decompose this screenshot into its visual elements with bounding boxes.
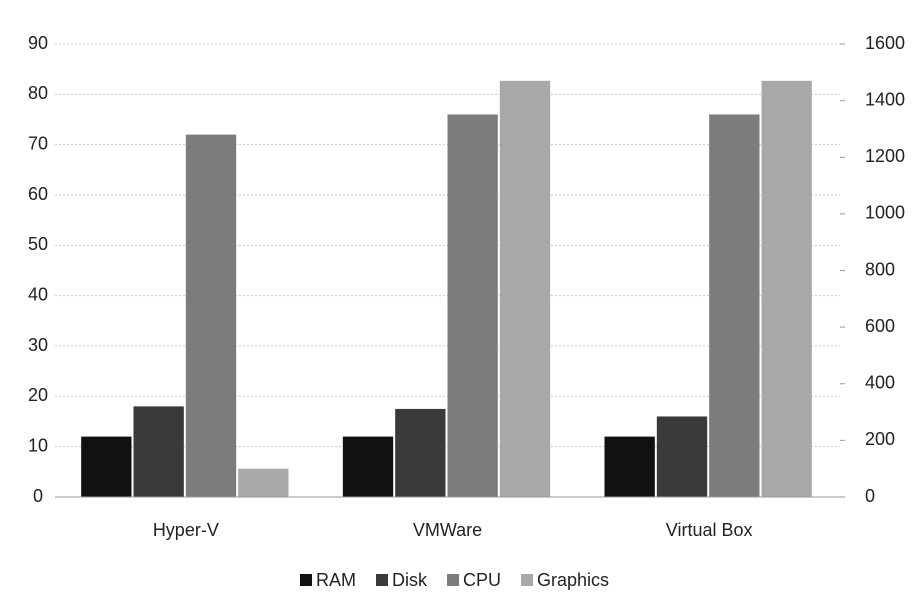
bar xyxy=(448,114,498,497)
y2-tick-label: 1400 xyxy=(865,89,905,109)
bar xyxy=(186,135,236,497)
bar xyxy=(709,114,759,497)
bar xyxy=(395,409,445,497)
y-tick-label: 0 xyxy=(33,486,43,506)
legend-label: Disk xyxy=(392,570,428,590)
bar xyxy=(238,469,288,497)
y2-tick-label: 1000 xyxy=(865,203,905,223)
y-tick-label: 30 xyxy=(28,335,48,355)
legend-swatch xyxy=(521,574,533,586)
y2-tick-label: 1600 xyxy=(865,33,905,53)
bar xyxy=(81,437,131,497)
bar xyxy=(134,406,184,497)
y-tick-label: 80 xyxy=(28,83,48,103)
legend-swatch xyxy=(447,574,459,586)
y2-tick-label: 600 xyxy=(865,316,895,336)
bar xyxy=(657,416,707,497)
bar xyxy=(605,437,655,497)
bar xyxy=(343,437,393,497)
bar xyxy=(500,81,550,497)
legend-label: Graphics xyxy=(537,570,609,590)
y-tick-label: 10 xyxy=(28,435,48,455)
page: {"chart_data": {"type": "bar", "categori… xyxy=(0,0,921,616)
y-tick-label: 70 xyxy=(28,133,48,153)
y-tick-label: 20 xyxy=(28,385,48,405)
legend-swatch xyxy=(300,574,312,586)
chart: 0 10 20 30 40 50 60 70 80 90 0 200 400 600 800 1000 1200… xyxy=(0,0,921,616)
y-tick-label: 60 xyxy=(28,184,48,204)
y2-tick-label: 400 xyxy=(865,373,895,393)
y2-tick-label: 200 xyxy=(865,429,895,449)
y2-tick-label: 800 xyxy=(865,259,895,279)
y-tick-label: 40 xyxy=(28,284,48,304)
legend-label: CPU xyxy=(463,570,501,590)
x-tick-label: Virtual Box xyxy=(666,520,753,540)
x-tick-label: Hyper-V xyxy=(153,520,219,540)
legend-label: RAM xyxy=(316,570,356,590)
y2-tick-label: 1200 xyxy=(865,146,905,166)
bar xyxy=(762,81,812,497)
legend-swatch xyxy=(376,574,388,586)
y-tick-label: 50 xyxy=(28,234,48,254)
y2-tick-label: 0 xyxy=(865,486,875,506)
x-tick-label: VMWare xyxy=(413,520,482,540)
y-tick-label: 90 xyxy=(28,33,48,53)
